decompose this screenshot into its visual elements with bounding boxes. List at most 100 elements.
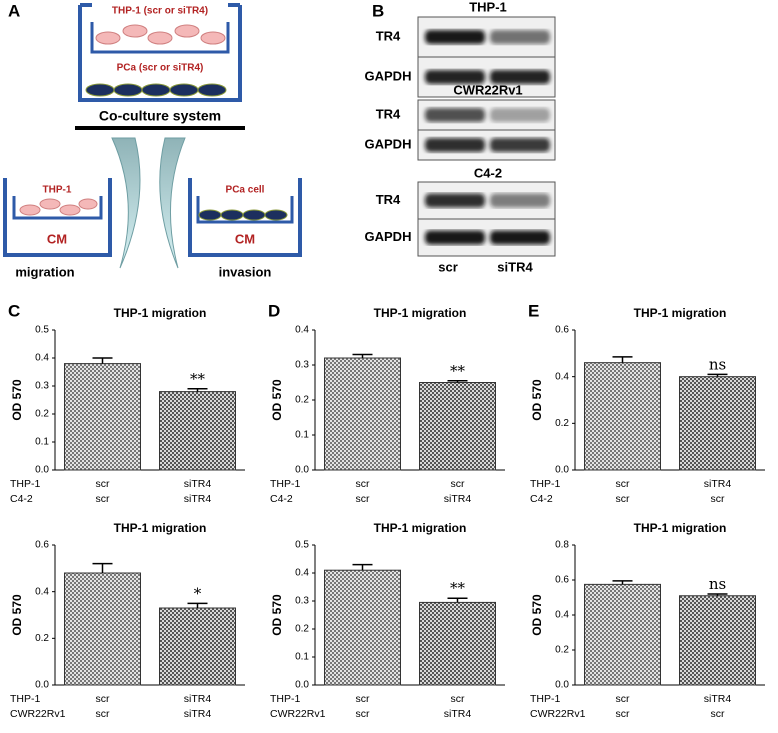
label: invasion: [219, 264, 272, 279]
x-tick-label: scr: [356, 693, 371, 705]
blot-band: [425, 30, 485, 44]
chart-title: THP-1 migration: [374, 306, 467, 320]
x-tick-label: scr: [616, 708, 631, 720]
significance: *: [194, 584, 202, 602]
blot-band: [490, 230, 550, 245]
y-axis-label: OD 570: [530, 594, 544, 636]
row-label: CWR22Rv1: [10, 708, 66, 720]
blot-band: [490, 70, 550, 84]
y-tick-label: 0.4: [295, 325, 309, 336]
chart-title: THP-1 migration: [634, 521, 727, 535]
dish-outer: [78, 3, 242, 102]
thp1-cells: [95, 24, 226, 45]
panel-letter: A: [8, 1, 20, 20]
chart-title: THP-1 migration: [114, 521, 207, 535]
chart-title: THP-1 migration: [374, 521, 467, 535]
bar: [679, 376, 756, 471]
significance: **: [190, 370, 206, 388]
blot-band: [490, 138, 550, 152]
bar: [584, 362, 661, 471]
label: CM: [235, 231, 255, 246]
y-tick-label: 0.0: [555, 465, 569, 476]
y-tick-label: 0.1: [35, 437, 49, 448]
chart-title: THP-1 migration: [634, 306, 727, 320]
x-tick-label: scr: [356, 493, 371, 505]
x-tick-label: scr: [96, 708, 111, 720]
y-axis-label: OD 570: [10, 594, 24, 636]
bar: [419, 601, 496, 686]
pca-cells: [85, 83, 227, 97]
y-tick-label: 0.2: [555, 645, 569, 656]
row-label: THP-1: [530, 693, 560, 705]
row-label: CWR22Rv1: [270, 708, 326, 720]
x-tick-label: scr: [356, 478, 371, 490]
y-tick-label: 0.2: [555, 418, 569, 429]
blot-band: [425, 230, 485, 245]
row-label: C4-2: [530, 493, 553, 505]
bar: [584, 583, 661, 686]
label: migration: [15, 264, 74, 279]
blot-band: [425, 193, 485, 208]
y-tick-label: 0.0: [295, 465, 309, 476]
y-tick-label: 0.3: [295, 596, 309, 607]
row-label: THP-1: [530, 478, 560, 490]
co-culture-diagram: THP-1 (scr or siTR4) PCa (scr or siTR4) …: [3, 3, 302, 279]
significance: **: [450, 579, 466, 597]
thp1-cells: [19, 198, 98, 216]
y-tick-label: 0.2: [295, 395, 309, 406]
bar: [159, 391, 236, 471]
insert: [12, 196, 103, 220]
blot-band: [490, 30, 550, 44]
x-tick-label: siTR4: [184, 693, 212, 705]
row-label: THP-1: [270, 478, 300, 490]
y-tick-label: 0.6: [555, 575, 569, 586]
label: PCa (scr or siTR4): [117, 63, 204, 74]
blot-band: [425, 70, 485, 84]
y-tick-label: 0.3: [295, 360, 309, 371]
y-tick-label: 0.1: [295, 430, 309, 441]
blot-row-label: GAPDH: [365, 136, 412, 151]
bar: [679, 595, 756, 686]
y-tick-label: 0.6: [555, 325, 569, 336]
blot-row-label: TR4: [376, 28, 401, 43]
x-tick-label: scr: [451, 478, 466, 490]
blot-title: C4-2: [474, 165, 502, 180]
y-tick-label: 0.0: [35, 465, 49, 476]
x-tick-label: siTR4: [184, 493, 212, 505]
chart-title: THP-1 migration: [114, 306, 207, 320]
x-tick-label: scr: [451, 693, 466, 705]
row-label: C4-2: [10, 493, 33, 505]
label: THP-1 (scr or siTR4): [112, 6, 208, 17]
bar: [324, 569, 401, 686]
blot-band: [490, 193, 550, 208]
x-tick-label: scr: [616, 478, 631, 490]
bar: [64, 363, 141, 471]
panel-letter: E: [528, 301, 539, 320]
y-tick-label: 0.4: [35, 586, 49, 597]
y-tick-label: 0.4: [555, 610, 569, 621]
dish: [188, 178, 302, 257]
x-tick-label: siTR4: [704, 478, 732, 490]
x-tick-label: siTR4: [704, 693, 732, 705]
bar: [324, 357, 401, 471]
x-tick-label: scr: [616, 693, 631, 705]
y-tick-label: 0.5: [295, 540, 309, 551]
label: CM: [47, 231, 67, 246]
x-tick-label: siTR4: [444, 708, 472, 720]
y-axis-label: OD 570: [270, 594, 284, 636]
x-tick-label: scr: [356, 708, 371, 720]
bar: [419, 382, 496, 471]
x-tick-label: scr: [96, 478, 111, 490]
pca-cells: [198, 209, 288, 221]
y-tick-label: 0.2: [35, 409, 49, 420]
x-tick-label: scr: [616, 493, 631, 505]
row-label: CWR22Rv1: [530, 708, 586, 720]
blot-band: [425, 138, 485, 152]
y-axis-label: OD 570: [270, 379, 284, 421]
lane-label: siTR4: [497, 259, 533, 274]
x-tick-label: siTR4: [444, 493, 472, 505]
x-tick-label: siTR4: [184, 478, 212, 490]
y-tick-label: 0.1: [295, 652, 309, 663]
blot-row-label: GAPDH: [365, 229, 412, 244]
y-tick-label: 0.8: [555, 540, 569, 551]
